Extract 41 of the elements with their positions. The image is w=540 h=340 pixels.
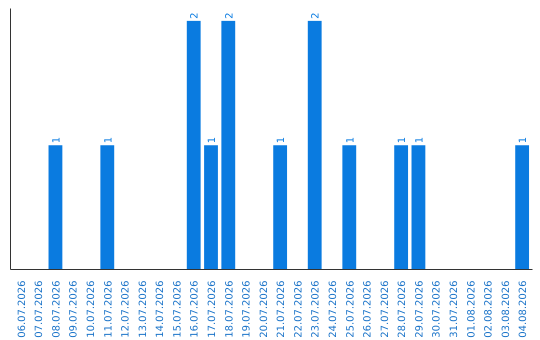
- data-label: 1: [414, 136, 426, 144]
- data-label: 2: [224, 12, 236, 19]
- data-label: 1: [518, 136, 530, 144]
- x-tick-label: 09.07.2026: [68, 280, 80, 338]
- x-tick-label: 25.07.2026: [345, 280, 356, 338]
- x-tick-label: 07.07.2026: [34, 280, 46, 338]
- x-tick-label: 01.08.2026: [466, 280, 478, 338]
- data-label: 1: [345, 136, 356, 144]
- x-tick-label: 03.08.2026: [500, 280, 512, 338]
- x-tick-label: 02.08.2026: [484, 280, 495, 338]
- x-tick-label: 19.07.2026: [242, 280, 253, 338]
- x-tick-label: 15.07.2026: [172, 280, 184, 338]
- data-label: 2: [310, 12, 322, 19]
- x-tick-label: 21.07.2026: [276, 280, 288, 338]
- x-tick-label: 20.07.2026: [258, 280, 270, 338]
- x-tick-label: 17.07.2026: [207, 280, 218, 338]
- x-tick-label: 24.07.2026: [328, 280, 339, 338]
- x-tick-label: 18.07.2026: [224, 280, 236, 338]
- x-tick-label: 31.07.2026: [448, 280, 460, 338]
- data-label: 2: [190, 12, 201, 19]
- x-tick-label: 23.07.2026: [310, 280, 322, 338]
- x-tick-label: 08.07.2026: [51, 280, 62, 338]
- x-tick-label: 30.07.2026: [432, 280, 443, 338]
- x-tick-label: 27.07.2026: [380, 280, 391, 338]
- data-label: 1: [207, 136, 218, 144]
- data-label: 1: [276, 136, 288, 144]
- x-tick-label: 26.07.2026: [362, 280, 374, 338]
- data-label: 1: [397, 136, 408, 144]
- x-tick-label: 22.07.2026: [293, 280, 304, 338]
- data-label: 1: [103, 136, 114, 144]
- data-label: 1: [51, 136, 62, 144]
- x-tick-label: 11.07.2026: [103, 280, 114, 338]
- x-tick-label: 29.07.2026: [414, 280, 426, 338]
- x-tick-label: 06.07.2026: [16, 280, 28, 338]
- x-tick-label: 14.07.2026: [155, 280, 166, 338]
- x-tick-label: 16.07.2026: [190, 280, 201, 338]
- x-tick-label: 13.07.2026: [138, 280, 149, 338]
- x-tick-label: 10.07.2026: [86, 280, 98, 338]
- x-tick-label: 04.08.2026: [518, 280, 530, 338]
- x-tick-label: 12.07.2026: [120, 280, 132, 338]
- x-tick-label: 28.07.2026: [397, 280, 408, 338]
